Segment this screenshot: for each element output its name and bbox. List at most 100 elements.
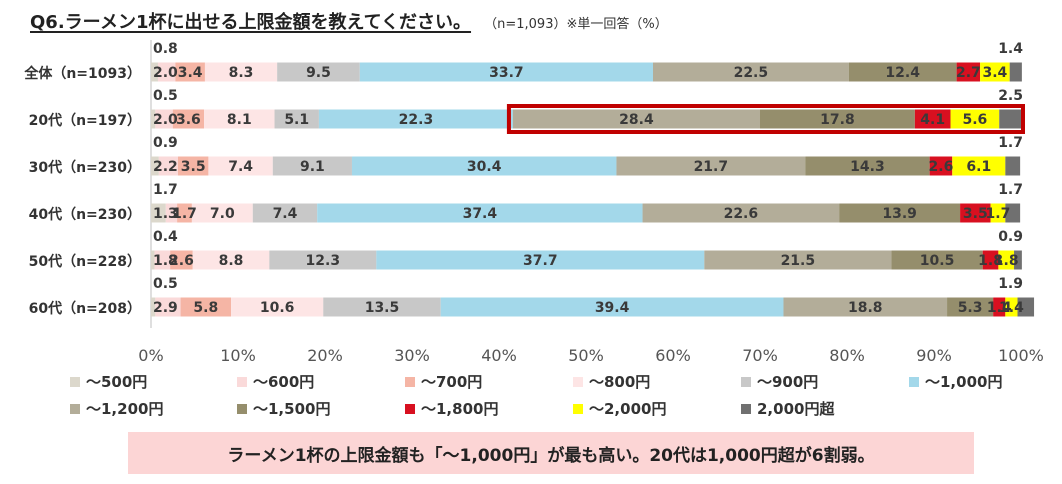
category-label: 20代（n=197）: [29, 112, 141, 129]
bar-segment: [157, 62, 176, 82]
x-tick-label: 0%: [138, 346, 163, 365]
legend-label: ～900円: [757, 373, 818, 391]
bar-segment: [440, 297, 784, 317]
bar-segment: [1009, 62, 1022, 82]
data-label: 1.8: [153, 253, 178, 269]
chart-title-block: Q6.ラーメン1杯に出せる上限金額を教えてください。 （n=1,093）※単一回…: [30, 8, 668, 34]
data-label: 13.9: [882, 206, 917, 222]
data-label: 8.3: [229, 65, 254, 81]
bar-segment: [151, 109, 156, 129]
x-tick-label: 50%: [568, 346, 604, 365]
bar-segment: [154, 250, 171, 270]
chart-title: Q6.ラーメン1杯に出せる上限金額を教えてください。: [30, 12, 472, 33]
legend-label: ～500円: [86, 373, 147, 391]
x-tick-label: 100%: [998, 346, 1044, 365]
legend-label: ～1,200円: [86, 400, 163, 418]
legend-label: ～1,000円: [925, 373, 1002, 391]
legend-swatch: [573, 404, 583, 414]
data-label: 21.7: [694, 159, 729, 175]
bar-segment: [177, 203, 192, 223]
x-tick-label: 90%: [916, 346, 952, 365]
bar-segment: [1005, 203, 1021, 223]
bar-segment: [155, 297, 181, 317]
data-label: 2.2: [153, 159, 178, 175]
data-label: 22.3: [399, 112, 434, 128]
data-label: 2.0: [153, 65, 178, 81]
bar-segment: [204, 109, 275, 129]
data-label: 33.7: [489, 65, 524, 81]
data-label: 10.6: [260, 300, 295, 316]
data-label: 10.5: [920, 253, 955, 269]
bar-segment: [947, 297, 994, 317]
bar-segment: [914, 109, 951, 129]
data-label: 1.7: [986, 206, 1011, 222]
bar-segment: [990, 203, 1006, 223]
data-label: 28.4: [619, 112, 654, 128]
bar-segment: [204, 62, 278, 82]
data-label: 2.7: [956, 65, 981, 81]
data-label: 3.5: [181, 159, 206, 175]
data-label: 2.0: [153, 112, 178, 128]
bar-segment: [158, 156, 178, 176]
data-label: 5.6: [962, 112, 987, 128]
bar-segment: [151, 203, 166, 223]
data-label: 37.7: [523, 253, 558, 269]
data-label: 1.7: [153, 182, 178, 198]
bar-segment: [318, 109, 513, 129]
data-label: 4.1: [920, 112, 945, 128]
legend-label: ～700円: [421, 373, 482, 391]
bar-segment: [950, 109, 1000, 129]
legend-label: ～600円: [253, 373, 314, 391]
legend-swatch: [573, 377, 583, 387]
bar-segment: [191, 203, 253, 223]
data-label: 30.4: [467, 159, 502, 175]
legend-swatch: [405, 377, 415, 387]
data-label: 2.9: [153, 300, 178, 316]
bar-segment: [274, 109, 319, 129]
bar-segment: [151, 62, 158, 82]
x-tick-label: 20%: [307, 346, 343, 365]
legend-swatch: [237, 377, 247, 387]
bar-segment: [805, 156, 930, 176]
bar-segment: [929, 156, 953, 176]
data-label: 1.4: [998, 41, 1023, 57]
data-label: 0.5: [153, 88, 178, 104]
data-label: 5.3: [958, 300, 983, 316]
category-label: 全体（n=1093）: [23, 65, 141, 82]
bar-segment: [170, 250, 193, 270]
bar-segment: [783, 297, 948, 317]
data-label: 0.9: [153, 135, 178, 151]
bar-segment: [165, 203, 178, 223]
data-label: 2.6: [169, 253, 194, 269]
data-label: 37.4: [463, 206, 498, 222]
bar-segment: [956, 62, 981, 82]
legend-swatch: [909, 377, 919, 387]
legend-label: ～1,500円: [253, 400, 330, 418]
bar-segment: [180, 297, 232, 317]
bar-segment: [512, 109, 760, 129]
bar-segment: [760, 109, 915, 129]
bar-segment: [839, 203, 961, 223]
data-label: 13.5: [365, 300, 400, 316]
x-tick-label: 80%: [829, 346, 865, 365]
bar-segment: [960, 203, 991, 223]
summary-text: ラーメン1杯の上限金額も「～1,000円」が最も高い。20代は1,000円超が6…: [227, 445, 875, 466]
bar-segment: [272, 156, 352, 176]
bar-segment: [952, 156, 1006, 176]
data-label: 12.3: [306, 253, 341, 269]
bar-segment: [208, 156, 273, 176]
bar-segment: [642, 203, 840, 223]
data-label: 22.5: [734, 65, 769, 81]
data-label: 17.8: [820, 112, 855, 128]
data-label: 3.5: [963, 206, 988, 222]
bar-segment: [1005, 156, 1021, 176]
chart-subtitle: （n=1,093）※単一回答（%）: [484, 17, 668, 32]
bar-segment: [192, 250, 270, 270]
data-label: 1.4: [999, 300, 1024, 316]
bar-segment: [376, 250, 705, 270]
data-label: 1.7: [998, 182, 1023, 198]
data-label: 18.8: [848, 300, 883, 316]
bar-segment: [1014, 250, 1022, 270]
bar-segment: [172, 109, 205, 129]
data-label: 9.1: [300, 159, 325, 175]
